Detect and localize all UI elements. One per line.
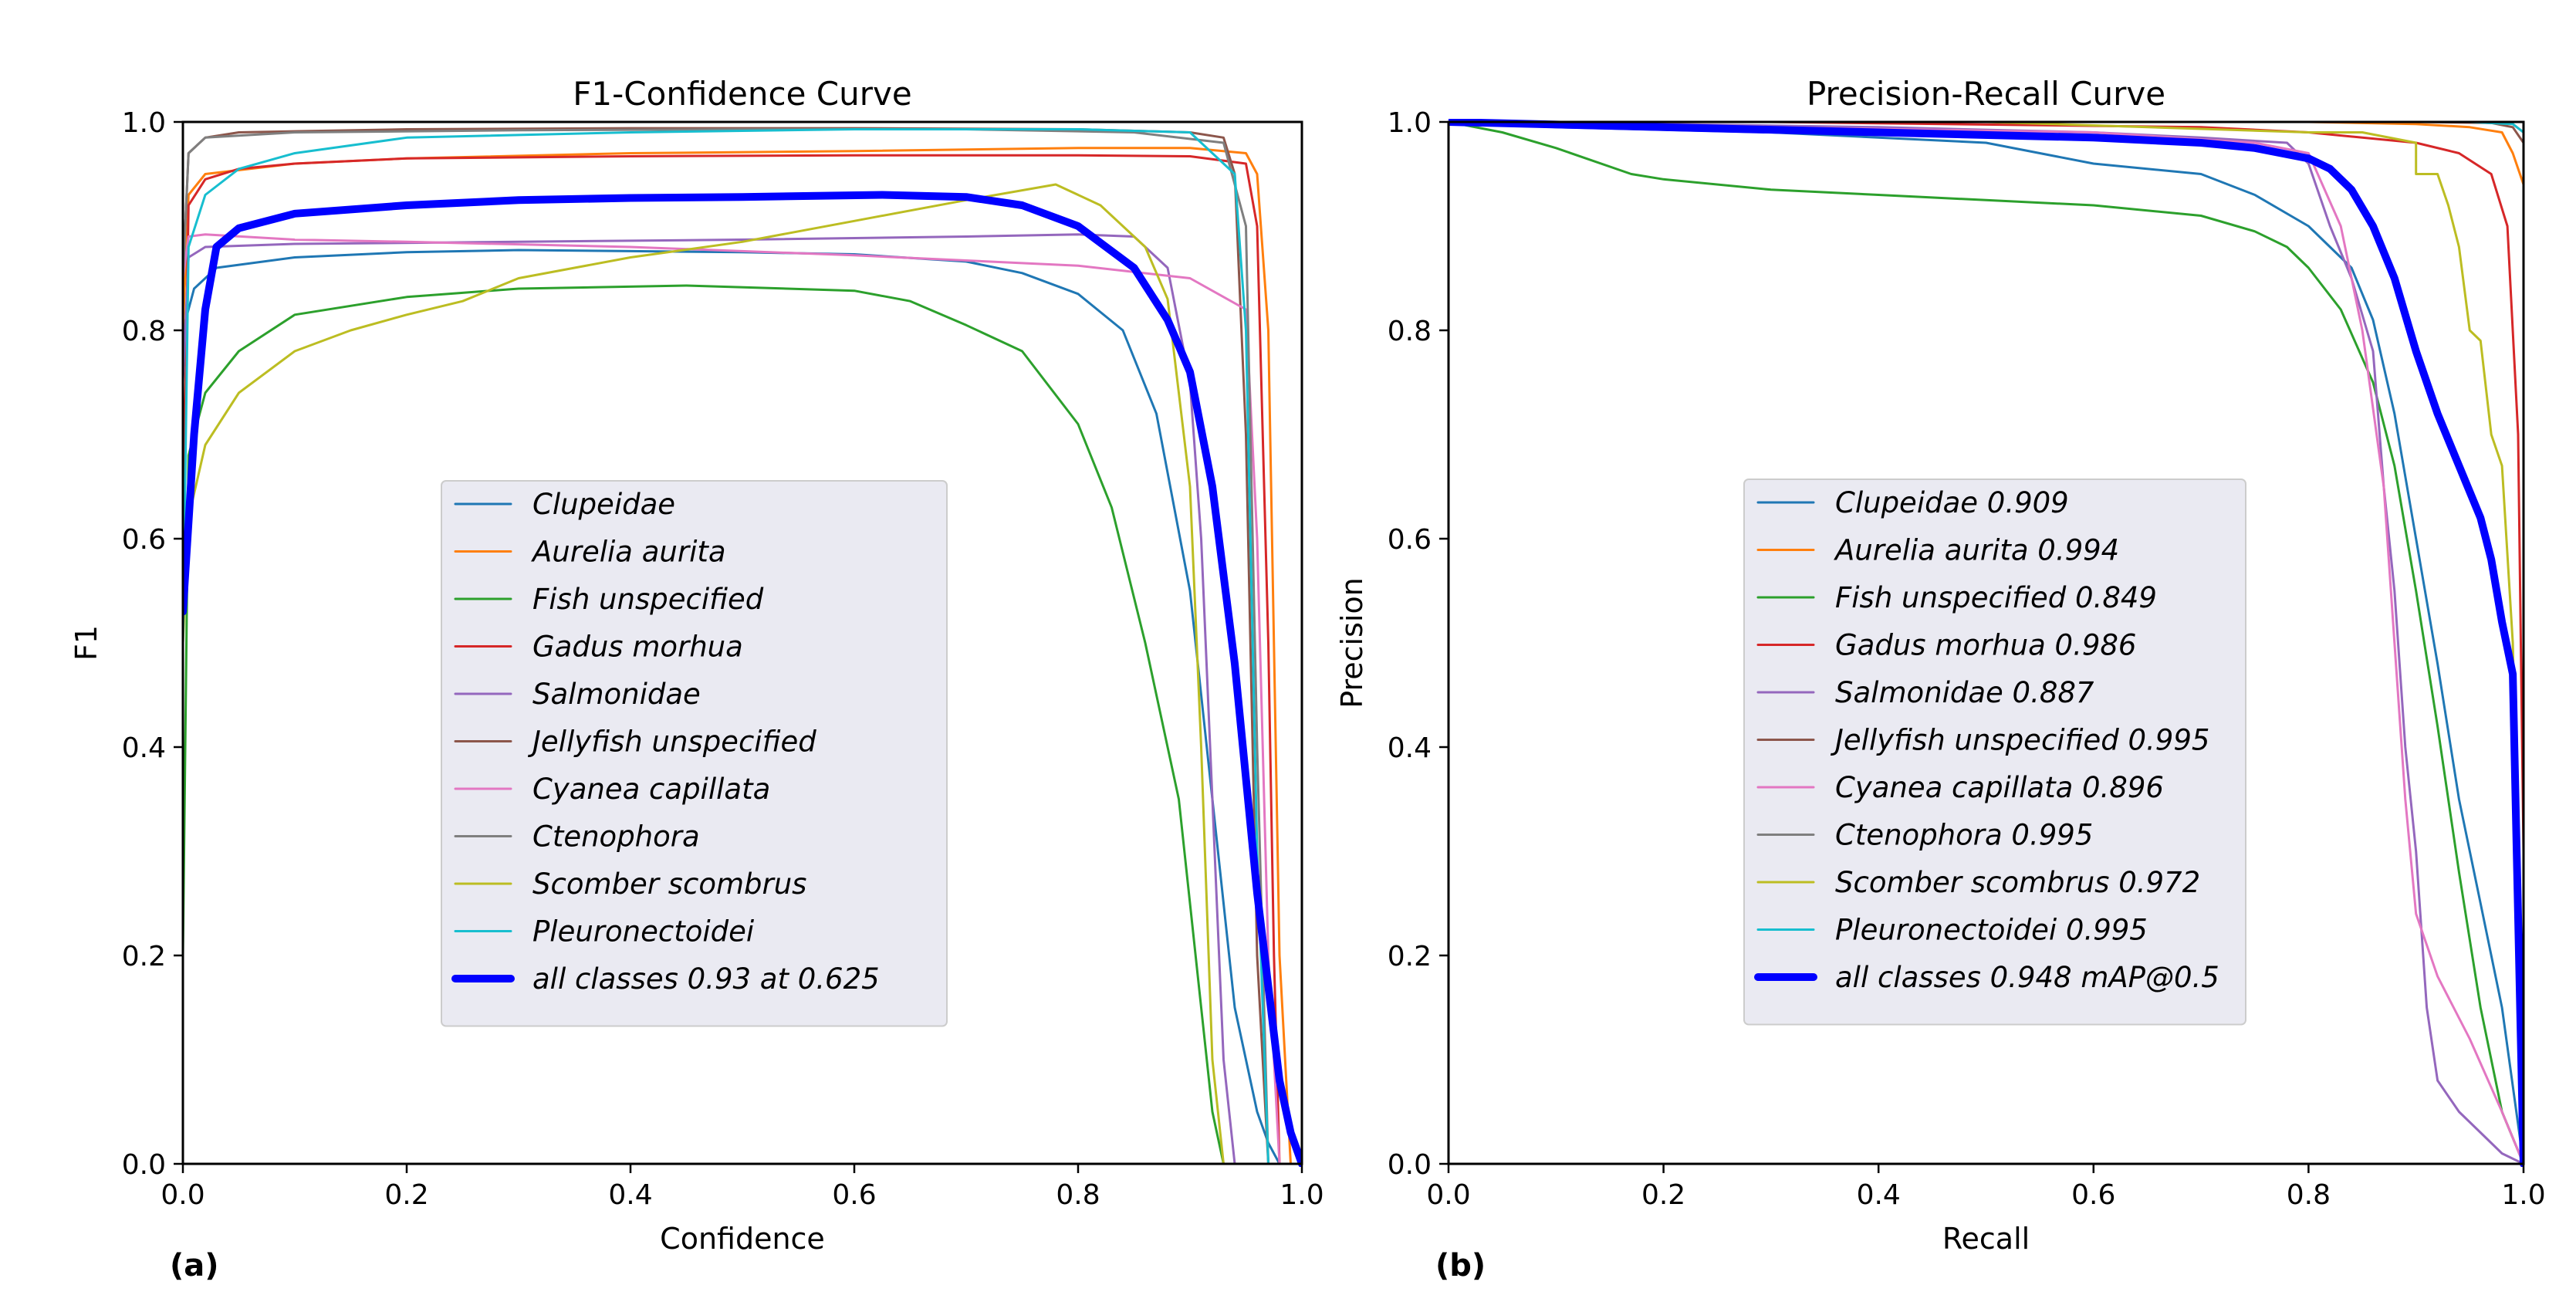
legend-label: Clupeidae 0.909 bbox=[1835, 486, 2069, 519]
x-axis-label: Recall bbox=[1942, 1222, 2030, 1256]
legend-label: Cyanea capillata bbox=[532, 773, 770, 806]
x-tick-label: 0.8 bbox=[2287, 1179, 2331, 1211]
legend-label: Gadus morhua bbox=[532, 631, 743, 664]
legend: Clupeidae Aurelia aurita Fish unspecified G… bbox=[441, 480, 948, 1027]
x-tick-label: 1.0 bbox=[1280, 1179, 1323, 1211]
series-line-10 bbox=[1449, 119, 2524, 1167]
x-tick-label: 0.0 bbox=[1426, 1179, 1470, 1211]
legend-label: Aurelia aurita 0.994 bbox=[1834, 534, 2119, 567]
legend-label: Fish unspecified 0.849 bbox=[1835, 581, 2157, 614]
y-tick-label: 1.0 bbox=[122, 107, 166, 139]
series-line-6 bbox=[1449, 120, 2524, 1165]
legend-label: Clupeidae bbox=[532, 488, 675, 521]
legend-label: Fish unspecified bbox=[532, 583, 764, 616]
x-tick-label: 0.2 bbox=[384, 1179, 428, 1211]
legend-label: all classes 0.948 mAP@0.5 bbox=[1835, 961, 2219, 994]
y-axis-label: F1 bbox=[69, 625, 103, 661]
x-tick-label: 0.4 bbox=[1857, 1179, 1901, 1211]
y-axis-label: Precision bbox=[1335, 577, 1369, 708]
y-tick-label: 0.6 bbox=[1388, 524, 1432, 556]
axes-frame bbox=[1447, 120, 2525, 1165]
legend-label: Jellyfish unspecified 0.995 bbox=[1830, 724, 2209, 757]
series-line-0 bbox=[1449, 120, 2524, 1165]
y-tick-label: 0.2 bbox=[122, 941, 166, 972]
series-line-9 bbox=[183, 128, 1269, 1165]
series-line-4 bbox=[183, 233, 1236, 1165]
legend-label: Pleuronectoidei bbox=[532, 915, 755, 949]
legend-label: Jellyfish unspecified bbox=[527, 725, 816, 759]
chart-title: F1-Confidence Curve bbox=[573, 75, 911, 113]
x-tick-label: 0.2 bbox=[1641, 1179, 1685, 1211]
series-line-3 bbox=[183, 154, 1281, 1165]
series-line-0 bbox=[183, 249, 1281, 1165]
y-tick-label: 0.4 bbox=[1388, 732, 1432, 764]
y-tick-label: 0.0 bbox=[122, 1149, 166, 1181]
legend-label: Salmonidae 0.887 bbox=[1835, 676, 2094, 709]
panel-f1-confidence: 0.0 0.2 0.4 0.6 0.8 1.0 0.0 0.2 0.4 0.6 0.8 1.0 F1-C… bbox=[69, 75, 1324, 1283]
x-tick-label: 1.0 bbox=[2501, 1179, 2545, 1211]
x-tick-label: 0.6 bbox=[2071, 1179, 2115, 1211]
panel-label: (a) bbox=[170, 1248, 219, 1283]
x-axis-label: Confidence bbox=[660, 1222, 825, 1256]
series-line-10 bbox=[183, 191, 1302, 1167]
panel-label: (b) bbox=[1435, 1248, 1486, 1283]
y-tick-label: 0.8 bbox=[1388, 316, 1432, 347]
legend-label: Ctenophora 0.995 bbox=[1835, 819, 2093, 852]
legend-box bbox=[441, 480, 948, 1027]
axes-frame bbox=[181, 120, 1303, 1165]
legend-label: Cyanea capillata 0.896 bbox=[1835, 771, 2164, 804]
legend-label: Salmonidae bbox=[532, 678, 701, 711]
series-line-2 bbox=[1449, 120, 2524, 1165]
series-line-8 bbox=[1449, 120, 2524, 1165]
x-tick-label: 0.0 bbox=[161, 1179, 205, 1211]
series-line-1 bbox=[183, 147, 1292, 1165]
legend-label: Aurelia aurita bbox=[531, 536, 726, 569]
legend-label: Scomber scombrus bbox=[532, 867, 806, 901]
y-tick-label: 1.0 bbox=[1388, 107, 1432, 139]
y-tick-label: 0.2 bbox=[1388, 941, 1432, 972]
legend: Clupeidae 0.909 Aurelia aurita 0.994 Fish … bbox=[1743, 479, 2246, 1026]
legend-label: Pleuronectoidei 0.995 bbox=[1835, 914, 2148, 947]
series-line-2 bbox=[183, 284, 1225, 1165]
y-tick-label: 0.6 bbox=[122, 524, 166, 556]
y-tick-label: 0.4 bbox=[122, 732, 166, 764]
legend-label: all classes 0.93 at 0.625 bbox=[532, 962, 880, 996]
y-tick-label: 0.8 bbox=[122, 316, 166, 347]
legend-label: Gadus morhua 0.986 bbox=[1835, 629, 2136, 662]
x-tick-label: 0.4 bbox=[608, 1179, 652, 1211]
y-tick-label: 0.0 bbox=[1388, 1149, 1432, 1181]
legend-label: Ctenophora bbox=[532, 820, 700, 854]
x-tick-label: 0.6 bbox=[832, 1179, 876, 1211]
series-line-8 bbox=[183, 183, 1225, 1165]
x-tick-label: 0.8 bbox=[1056, 1179, 1100, 1211]
series-group bbox=[183, 127, 1302, 1167]
legend-label: Scomber scombrus 0.972 bbox=[1835, 866, 2200, 899]
series-line-6 bbox=[183, 233, 1281, 1165]
legend-box bbox=[1743, 479, 2246, 1026]
chart-title: Precision-Recall Curve bbox=[1807, 75, 2165, 113]
panel-precision-recall: 0.0 0.2 0.4 0.6 0.8 1.0 0.0 0.2 0.4 0.6 0.8 1.0 Prec… bbox=[1335, 75, 2546, 1283]
